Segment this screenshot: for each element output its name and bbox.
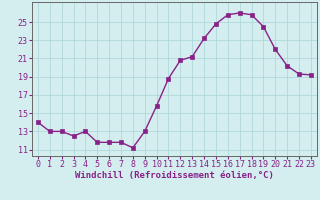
X-axis label: Windchill (Refroidissement éolien,°C): Windchill (Refroidissement éolien,°C) [75, 171, 274, 180]
